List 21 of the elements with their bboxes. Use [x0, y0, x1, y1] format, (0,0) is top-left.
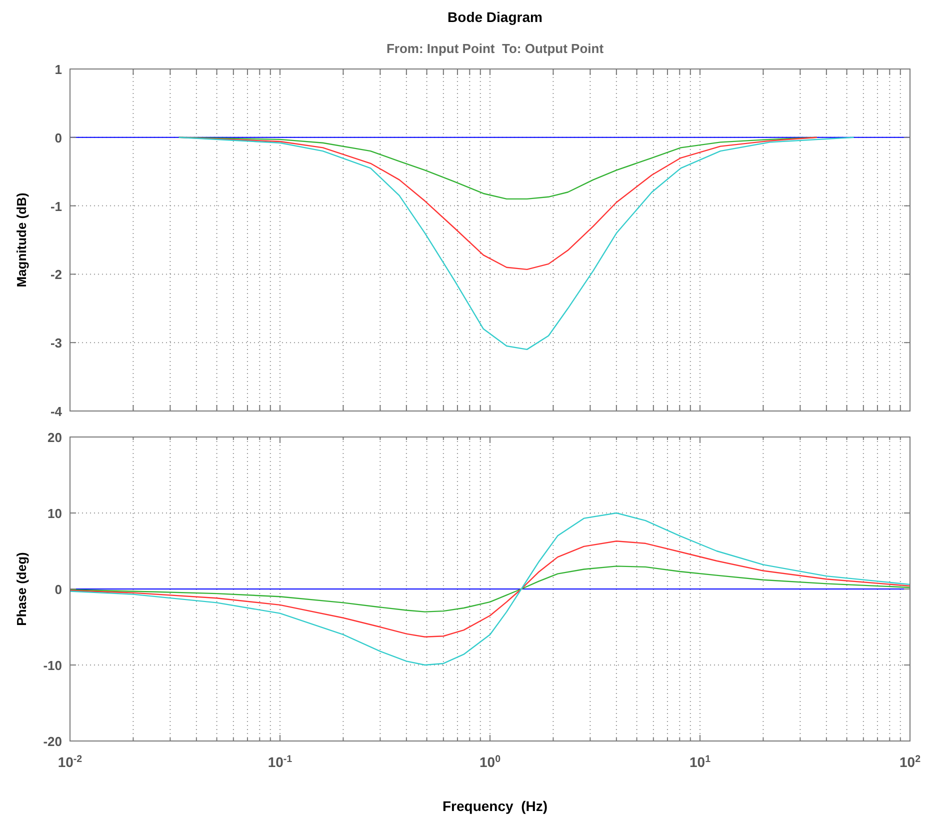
x-tick-label: 10$^{-1}$: [268, 754, 293, 770]
y-tick-label: -2: [50, 267, 62, 282]
y-tick-label: -10: [43, 658, 62, 673]
y-tick-label: 1: [54, 62, 62, 77]
y-tick-label: -4: [50, 404, 63, 419]
y-tick-label: 0: [54, 130, 62, 146]
y-axis-title: Phase (deg): [14, 552, 29, 626]
x-tick-label: 10$^{0}$: [479, 754, 502, 770]
x-tick-label: 10$^{-2}$: [58, 754, 83, 770]
y-tick-label: -1: [50, 198, 62, 214]
y-axis-title: Magnitude (dB): [14, 192, 29, 288]
y-tick-label: 10: [48, 506, 62, 521]
chart-subtitle: From: Input Point To: Output Point: [386, 41, 604, 56]
chart-title: Bode Diagram: [448, 9, 542, 25]
y-tick-label: -3: [50, 336, 62, 351]
x-axis-title: Frequency (Hz): [442, 798, 548, 814]
y-tick-label: 20: [48, 430, 62, 445]
x-tick-label: 10$^{1}$: [689, 754, 712, 770]
y-tick-label: 0: [54, 582, 62, 597]
x-tick-label: 10$^{2}$: [899, 754, 922, 770]
y-tick-label: -20: [43, 734, 62, 749]
